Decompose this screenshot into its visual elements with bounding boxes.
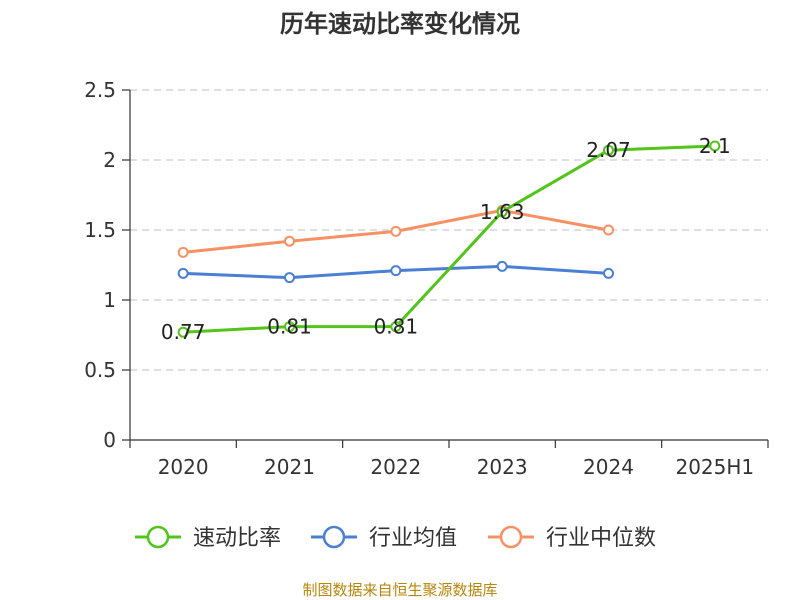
legend-item[interactable]: 行业均值 (311, 525, 457, 551)
x-tick-label: 2020 (158, 455, 209, 479)
legend-circle-marker (146, 525, 170, 549)
y-tick-label: 0 (103, 428, 116, 452)
data-labels: 0.77 0.81 0.81 1.63 2.07 2.1 (161, 134, 731, 344)
data-point (496, 260, 508, 272)
data-point (177, 267, 189, 279)
data-point (284, 235, 295, 247)
x-tick-label: 2022 (370, 455, 421, 479)
data-point (390, 225, 402, 237)
series-lines (183, 144, 715, 334)
data-label: 1.63 (480, 200, 525, 224)
data-point (603, 224, 614, 236)
legend-circle-marker (499, 525, 523, 549)
data-point (603, 267, 614, 279)
legend-item[interactable]: 速动比率 (135, 525, 281, 551)
legend-circle-marker (322, 525, 346, 549)
legend-label: 行业中位数 (546, 526, 656, 551)
data-point (390, 321, 402, 333)
x-tick-label: 2025H1 (675, 455, 754, 479)
x-tick-label: 2023 (477, 455, 528, 479)
x-tick-label: 2021 (264, 455, 315, 479)
data-point (709, 140, 721, 152)
data-label: 2.1 (699, 134, 731, 158)
data-point (177, 326, 189, 338)
y-tick-label: 2.5 (84, 78, 116, 102)
grid (130, 89, 768, 371)
chart-title: 历年速动比率变化情况 (280, 10, 520, 38)
legend-label: 速动比率 (193, 526, 281, 551)
data-point (177, 246, 189, 258)
series-line (183, 144, 715, 334)
x-tick-label: 2024 (583, 455, 634, 479)
y-tick-label: 2 (103, 148, 116, 172)
data-label: 0.81 (374, 315, 419, 339)
data-point (284, 272, 295, 284)
data-point (603, 144, 614, 156)
y-tick-label: 1.5 (84, 218, 116, 242)
legend-label: 行业均值 (369, 526, 457, 551)
y-tick-label: 0.5 (84, 358, 116, 382)
data-label: 2.07 (586, 138, 631, 162)
source-note: 制图数据来自恒生聚源数据库 (302, 581, 497, 599)
data-label: 0.81 (267, 315, 312, 339)
data-point (496, 206, 508, 218)
y-tick-label: 1 (103, 288, 116, 312)
data-point (284, 321, 295, 333)
legend[interactable]: 速动比率 行业均值 行业中位数 (135, 525, 656, 551)
series-points (177, 140, 721, 338)
legend-item[interactable]: 行业中位数 (488, 525, 656, 551)
data-point (390, 265, 402, 277)
axes: 0 0.5 1 1.5 2 2.5 2020 2021 2022 2023 2024 2025H1 (84, 78, 769, 479)
data-label: 0.77 (161, 320, 206, 344)
